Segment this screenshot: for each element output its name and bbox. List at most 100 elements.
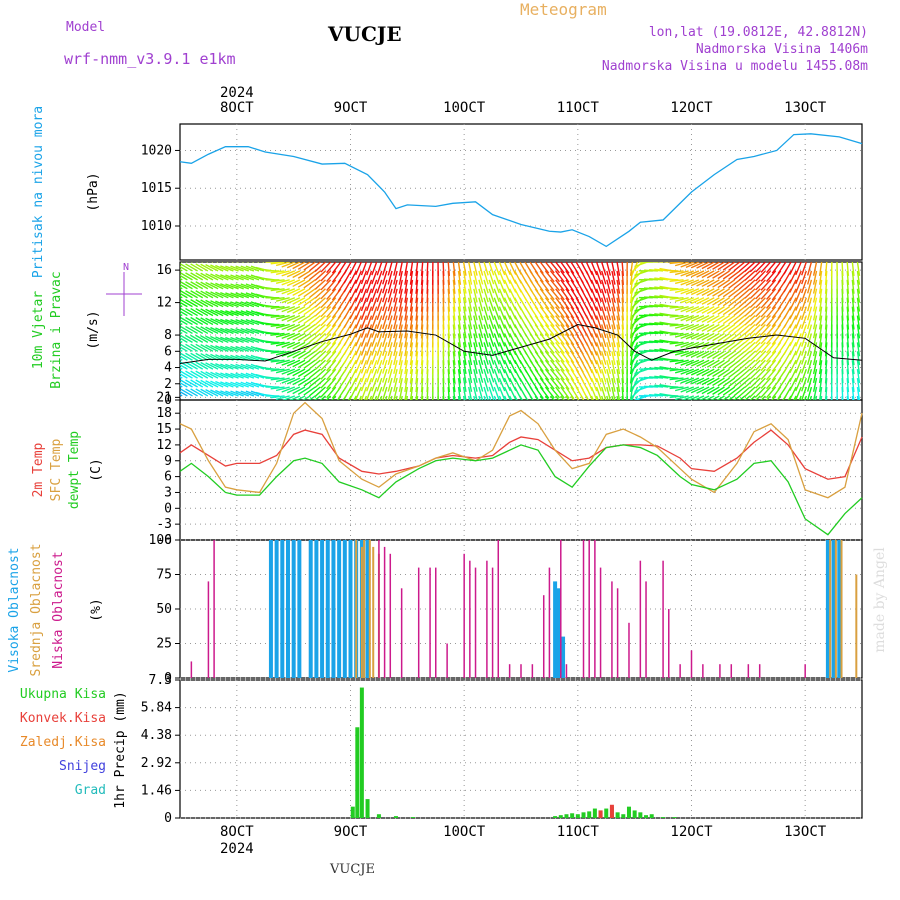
wind-barb xyxy=(205,264,219,272)
wind-barb xyxy=(555,315,565,328)
wind-barb xyxy=(185,388,198,397)
wind-barb xyxy=(634,377,648,384)
mid-cloud-bar xyxy=(355,540,358,678)
wind-barb xyxy=(590,270,598,285)
wind-barb xyxy=(728,323,741,334)
wind-barb xyxy=(286,270,301,278)
wind-barb xyxy=(215,309,229,317)
pressure-ytick-label: 1010 xyxy=(141,219,172,234)
wind-barb xyxy=(360,306,368,320)
wind-barb xyxy=(180,384,183,388)
wind-barb xyxy=(789,386,797,400)
wind-barb xyxy=(851,262,855,276)
mid-cloud-bar xyxy=(372,546,375,678)
wind-barb xyxy=(225,336,239,344)
wind-barb xyxy=(509,342,517,356)
wind-barb xyxy=(611,360,616,375)
wind-barb xyxy=(498,359,506,374)
wind-barb xyxy=(308,395,316,400)
wind-barb xyxy=(585,342,593,356)
wind-barb xyxy=(611,306,616,321)
wind-barb xyxy=(634,323,648,330)
wind-barb xyxy=(766,306,777,318)
wind-barb xyxy=(856,386,861,400)
wind-barb xyxy=(409,270,414,285)
wind-barb xyxy=(292,341,306,350)
wind-barb xyxy=(473,386,478,400)
wind-barb xyxy=(281,341,296,348)
wind-barb xyxy=(180,352,193,361)
wind-barb xyxy=(320,350,332,362)
rain-bar xyxy=(592,808,597,818)
wind-barb xyxy=(245,354,260,361)
wind-barb xyxy=(789,350,797,365)
high-cloud-bar xyxy=(325,540,330,678)
wind-barb xyxy=(382,297,388,312)
sfc-temp-line xyxy=(179,401,863,499)
wind-barb xyxy=(371,333,378,347)
wind-barb xyxy=(601,297,607,312)
wind-barb xyxy=(806,377,813,392)
wind-barb xyxy=(846,351,850,366)
wind-barb xyxy=(503,342,511,356)
wind-barb xyxy=(210,371,224,379)
wind-barb xyxy=(220,381,234,388)
wind-barb xyxy=(595,297,602,312)
wind-barb xyxy=(550,288,561,301)
wind-barb xyxy=(230,390,244,397)
wind-barb xyxy=(680,323,695,331)
wind-barb xyxy=(824,342,828,357)
wind-barb xyxy=(585,368,593,383)
wind-speed-line xyxy=(179,323,863,364)
wind-barb xyxy=(621,360,625,375)
wind-barb xyxy=(585,359,593,374)
wind-barb xyxy=(539,270,550,283)
wind-barb xyxy=(710,395,720,400)
wind-barb xyxy=(789,306,797,320)
wind-barb xyxy=(824,386,828,400)
wind-barb xyxy=(478,315,484,330)
wind-barb xyxy=(200,335,214,343)
wind-barb xyxy=(493,297,500,312)
wind-barb xyxy=(820,395,823,400)
wind-barb xyxy=(649,376,664,379)
high-cloud-bar xyxy=(556,588,561,678)
wind-barb xyxy=(180,307,193,317)
wind-barb xyxy=(503,386,511,400)
wind-barb xyxy=(846,360,850,375)
wind-barb xyxy=(297,262,311,270)
wind-barb xyxy=(693,395,705,400)
wind-barb xyxy=(349,306,357,320)
wind-barb xyxy=(801,342,807,356)
precip-legend-2: Zaledj.Kisa xyxy=(20,735,106,750)
wind-barb xyxy=(309,386,321,397)
wind-barb xyxy=(749,297,761,308)
wind-barb xyxy=(669,395,684,399)
wind-barb xyxy=(706,279,720,288)
wind-barb xyxy=(326,288,337,300)
wind-barb xyxy=(712,377,725,387)
wind-barb xyxy=(200,370,214,379)
wind-barb xyxy=(560,262,570,274)
wind-barb xyxy=(281,359,296,366)
wind-barb xyxy=(728,341,741,352)
wind-barb xyxy=(387,315,393,330)
pressure-unit: (hPa) xyxy=(86,172,101,211)
wind-barb xyxy=(240,283,255,290)
wind-barb xyxy=(846,378,850,393)
wind-barb xyxy=(590,386,598,400)
wind-barb xyxy=(245,390,260,397)
wind-barb xyxy=(722,350,736,360)
wind-barb xyxy=(674,279,689,285)
wind-barb xyxy=(493,288,500,303)
wind-barb xyxy=(634,386,648,393)
high-cloud-bar xyxy=(348,540,353,678)
wind-barb xyxy=(801,262,807,276)
low-cloud-bar xyxy=(560,540,562,678)
wind-barb xyxy=(801,306,807,321)
cloud-legend-mid: Srednja Oblacnost xyxy=(29,543,44,676)
wind-barb xyxy=(220,363,234,370)
wind-barb xyxy=(590,288,598,303)
wind-barb xyxy=(669,270,684,274)
wind-barb xyxy=(240,265,255,272)
